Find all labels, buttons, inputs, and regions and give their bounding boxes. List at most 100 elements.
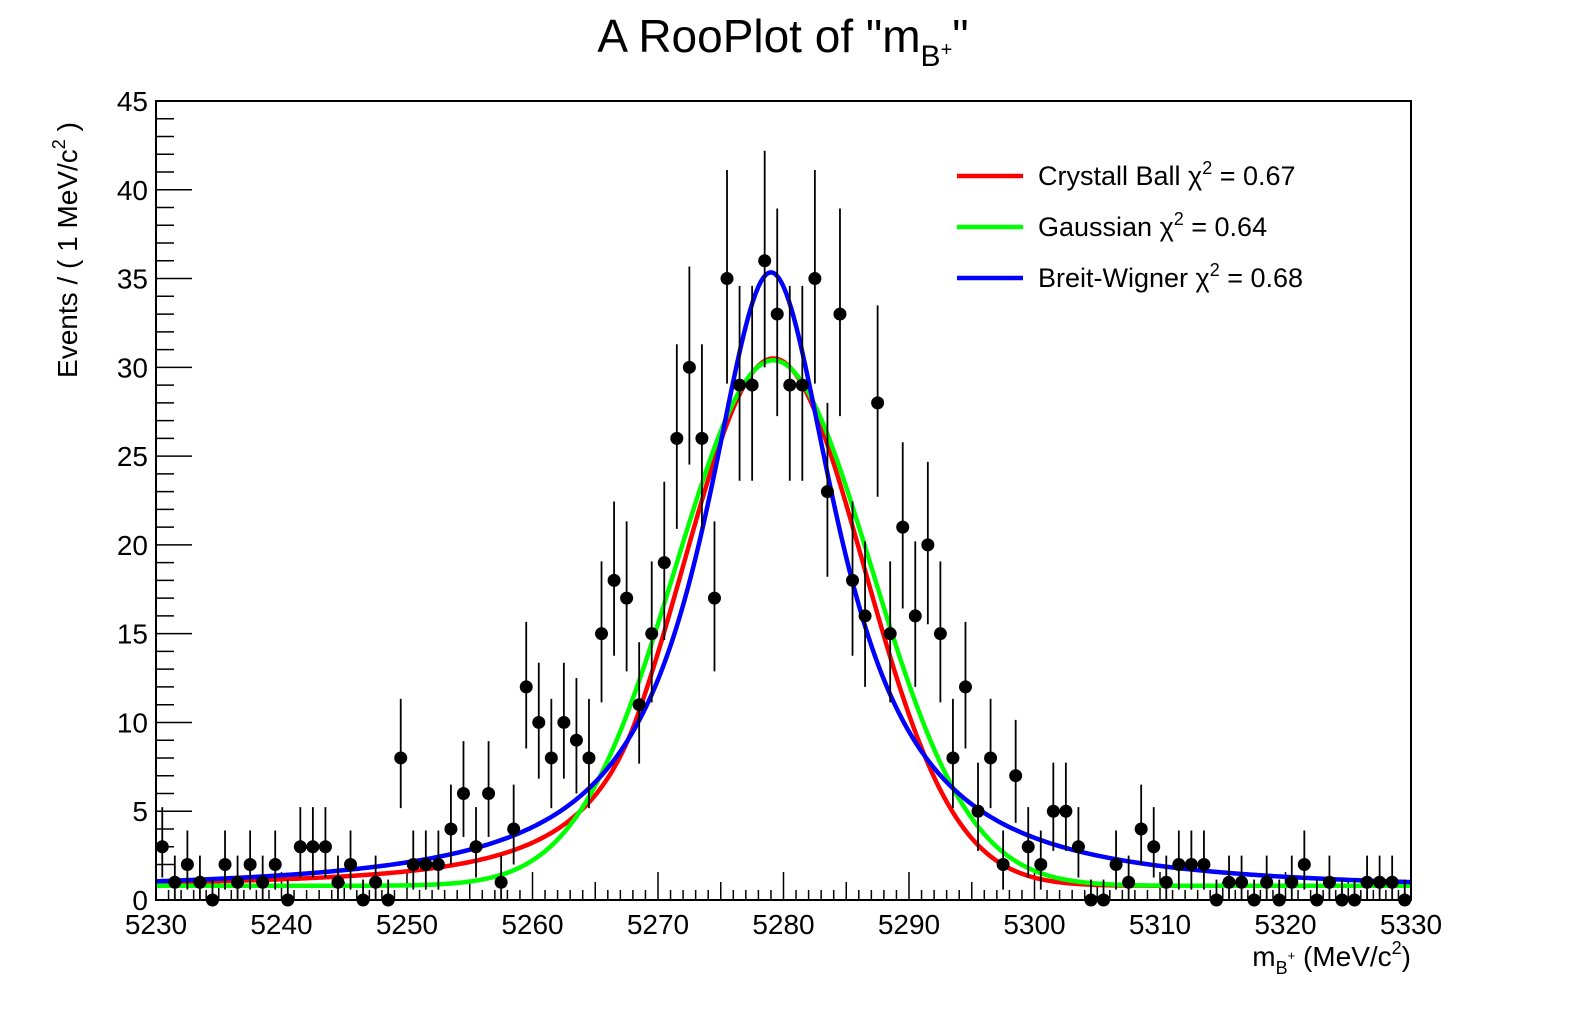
data-point [394,751,408,765]
data-point [783,378,797,392]
data-point [519,680,533,694]
data-point [193,875,207,889]
data-point [331,875,345,889]
x-tick-label: 5260 [501,909,563,940]
data-point [1009,769,1023,783]
data-point [1071,840,1085,854]
x-tick-label: 5240 [250,909,312,940]
data-point [682,360,696,374]
data-point [1184,857,1198,871]
data-point [620,591,634,605]
data-point [1297,857,1311,871]
data-point [595,627,609,641]
data-point [833,307,847,321]
x-tick-label: 5250 [376,909,438,940]
data-point [1134,822,1148,836]
data-point [883,627,897,641]
data-point [482,786,496,800]
data-point [469,840,483,854]
data-point [758,254,772,268]
data-point [406,857,420,871]
data-point [871,396,885,410]
fit-curve-gauss [156,357,1411,889]
x-tick-label: 5300 [1003,909,1065,940]
data-point [1360,875,1374,889]
x-tick-label: 5310 [1129,909,1191,940]
data-point [168,875,182,889]
data-point [1322,875,1336,889]
data-point [707,591,721,605]
y-tick-label: 30 [117,352,148,383]
y-tick-label: 20 [117,530,148,561]
y-tick-label: 45 [117,86,148,117]
data-point [795,378,809,392]
data-point [231,875,245,889]
tick-labels: 5230 5240 5250 5260 5270 5280 5290 5300 5310 5320… [117,86,1442,940]
data-point [180,857,194,871]
data-point [1122,875,1136,889]
y-tick-label: 0 [132,885,148,916]
data-point [419,857,433,871]
data-point [996,857,1010,871]
data-point [444,822,458,836]
y-tick-label: 5 [132,796,148,827]
data-point [933,627,947,641]
legend-label: Crystall Ball χ2 = 0.67 [1038,158,1296,191]
y-tick-label: 40 [117,175,148,206]
data-point [557,715,571,729]
data-point [946,751,960,765]
data-point [243,857,257,871]
y-tick-label: 10 [117,707,148,738]
data-point [1034,857,1048,871]
data-point [1197,857,1211,871]
x-tick-label: 5280 [752,909,814,940]
data-point [1046,804,1060,818]
data-point [1021,840,1035,854]
data-point [1373,875,1387,889]
chart-title: A RooPlot of "mB+" [597,10,968,73]
data-point [532,715,546,729]
data-point [507,822,521,836]
data-point [1147,840,1161,854]
x-tick-label: 5320 [1254,909,1316,940]
data-point [344,857,358,871]
x-tick-label: 5290 [878,909,940,940]
data-point [720,272,734,286]
data-point [582,751,596,765]
data-point [569,733,583,747]
data-point [1059,804,1073,818]
data-points [155,150,1412,907]
legend-label: Gaussian χ2 = 0.64 [1038,209,1267,242]
data-point [306,840,320,854]
data-point [256,875,270,889]
data-point [695,431,709,445]
data-point [670,431,684,445]
data-point [820,485,834,499]
plot-frame [155,100,1412,901]
y-tick-label: 25 [117,441,148,472]
data-point [369,875,383,889]
x-axis-label: mB+ (MeV/c2) [1252,938,1411,978]
x-tick-label: 5270 [627,909,689,940]
data-point [155,840,169,854]
data-point [1385,875,1399,889]
data-point [745,378,759,392]
legend: Crystall Ball χ2 = 0.67 Gaussian χ2 = 0.6… [957,158,1303,293]
data-point [456,786,470,800]
data-point [733,378,747,392]
y-tick-label: 15 [117,619,148,650]
data-point [1222,875,1236,889]
data-point [1260,875,1274,889]
data-point [318,840,332,854]
data-point [808,272,822,286]
y-axis-label: Events / ( 1 MeV/c2 ) [49,122,83,378]
data-point [908,609,922,623]
data-point [770,307,784,321]
legend-label: Breit-Wigner χ2 = 0.68 [1038,260,1303,293]
data-point [1235,875,1249,889]
data-point [971,804,985,818]
data-point [1159,875,1173,889]
